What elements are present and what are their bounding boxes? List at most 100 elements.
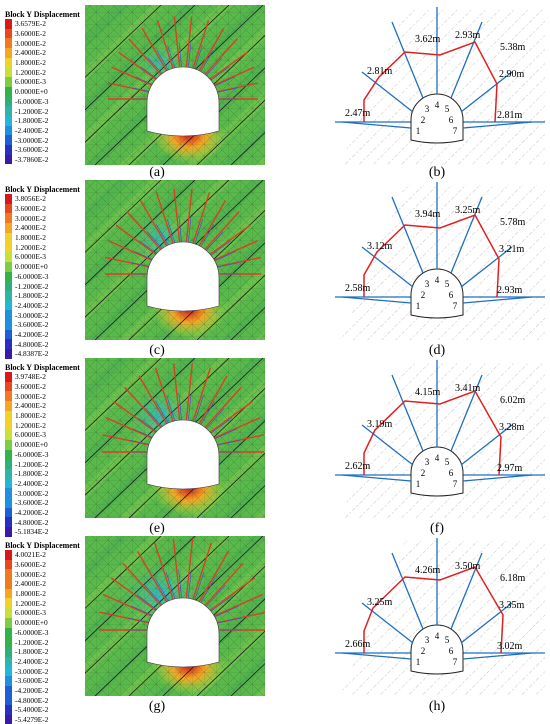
legend-value: -5.4279E-2 [15, 715, 49, 724]
legend-entry: -4.2000E-2 [5, 685, 85, 696]
block-number: 5 [445, 104, 450, 114]
legend-entry: -1.8000E-2 [5, 468, 85, 479]
legend-entry: -4.8387E-2 [5, 349, 85, 359]
legend-value: -5.1834E-2 [15, 527, 49, 537]
legend-value: -3.0000E-2 [15, 666, 49, 676]
legend-entry: -4.2000E-2 [5, 507, 85, 518]
legend-swatch [5, 203, 12, 214]
legend-entry: 3.6579E-2 [5, 19, 85, 29]
panel-caption: (e) [149, 521, 165, 536]
block-number: 6 [449, 290, 454, 300]
block-number: 5 [445, 635, 450, 645]
bolt-length-label: 2.90m [499, 69, 525, 80]
legend-value: 0.0000E+0 [15, 618, 48, 628]
legend-swatch [5, 300, 12, 311]
legend-swatch [5, 627, 12, 638]
legend-value: -1.2000E-2 [15, 106, 49, 116]
legend-swatch [5, 77, 12, 87]
legend-swatch [5, 242, 12, 253]
legend-entry: -1.8000E-2 [5, 646, 85, 657]
bolt-length-label: 2.58m [345, 283, 371, 294]
legend-entry: 1.8000E-2 [5, 57, 85, 68]
legend-value: -4.2000E-2 [15, 507, 49, 517]
legend-entry: -4.8000E-2 [5, 517, 85, 527]
color-legend: Block Y Displacement 3.9748E-2 3.6000E-2 3.… [5, 363, 85, 537]
legend-entry: -3.0000E-2 [5, 488, 85, 498]
legend-swatch [5, 213, 12, 224]
legend-entry: -6.0000E-3 [5, 271, 85, 282]
block-number: 6 [449, 115, 454, 125]
block-number: 4 [435, 631, 440, 641]
legend-swatch [5, 339, 12, 349]
legend-entry: -6.0000E-3 [5, 449, 85, 460]
legend-swatch [5, 96, 12, 107]
bolt-length-schematic: 3.62m 2.93m 5.38m 2.81m 2.90m 2.47m 2.81m 123 4 5… [335, 7, 545, 165]
block-number: 7 [453, 126, 458, 136]
legend-value: -2.4000E-2 [15, 656, 49, 666]
legend-swatch [5, 579, 12, 589]
block-number: 7 [453, 479, 458, 489]
legend-swatch [5, 666, 12, 676]
legend-title: Block Y Displacement [5, 10, 80, 19]
legend-value: 3.6000E-2 [15, 382, 46, 392]
tunnel-opening [146, 419, 220, 490]
legend-value: 1.8000E-2 [15, 589, 46, 599]
legend-swatch [5, 154, 12, 165]
legend-value: -3.0000E-2 [15, 488, 49, 498]
legend-swatch [5, 281, 12, 291]
legend-value: 2.4000E-2 [15, 48, 46, 58]
legend-entry: 0.0000E+0 [5, 86, 85, 97]
block-number: 3 [425, 104, 430, 114]
bolt-length-label: 3.94m [415, 209, 441, 220]
bolt-length-label: 2.97m [497, 463, 523, 474]
legend-value: -2.4000E-2 [15, 125, 49, 135]
loose-zone-boundary [363, 41, 498, 123]
legend-swatch [5, 705, 12, 715]
legend-value: -6.0000E-3 [15, 96, 49, 106]
legend-value: -2.4000E-2 [15, 300, 49, 310]
color-legend: Block Y Displacement 3.6579E-2 3.6000E-2 3.… [5, 10, 85, 165]
panel-caption: (f) [430, 521, 444, 536]
legend-value: -6.0000E-3 [15, 271, 49, 281]
legend-entry: -3.6000E-2 [5, 675, 85, 686]
legend-swatch [5, 391, 12, 402]
legend-entry: 2.4000E-2 [5, 579, 85, 589]
block-number: 1 [416, 301, 421, 311]
legend-value: 1.2000E-2 [15, 242, 46, 252]
legend-value: -1.8000E-2 [15, 291, 49, 301]
legend-entry: -5.1834E-2 [5, 527, 85, 537]
legend-swatch [5, 349, 12, 359]
bolt-length-label: 2.93m [497, 285, 523, 296]
block-number: 7 [453, 301, 458, 311]
legend-swatch [5, 261, 12, 272]
legend-swatch [5, 617, 12, 628]
legend-swatch [5, 372, 12, 382]
block-number: 4 [435, 453, 440, 463]
legend-entry: -2.4000E-2 [5, 300, 85, 311]
legend-title: Block Y Displacement [5, 185, 80, 194]
legend-swatch [5, 194, 12, 204]
legend-entry: -3.0000E-2 [5, 666, 85, 676]
legend-entry: -1.2000E-2 [5, 106, 85, 116]
block-number: 1 [416, 657, 421, 667]
block-number: 1 [416, 126, 421, 136]
bolt-length-label: 3.25m [455, 205, 481, 216]
legend-entry: 1.2000E-2 [5, 67, 85, 78]
legend-swatch [5, 459, 12, 469]
legend-value: 3.6000E-2 [15, 204, 46, 214]
legend-entry: 1.2000E-2 [5, 420, 85, 431]
bolt-length-schematic: 4.26m 3.50m 6.18m 3.25m 3.35m 2.66m 3.02m 123 4 5… [335, 538, 545, 696]
legend-swatch [5, 559, 12, 570]
legend-value: 1.2000E-2 [15, 67, 46, 77]
legend-entry: -3.6000E-2 [5, 497, 85, 508]
panel-caption: (h) [428, 699, 446, 714]
legend-swatch [5, 329, 12, 340]
legend-swatch [5, 115, 12, 126]
bolt-length-label: 2.62m [345, 461, 371, 472]
tunnel-opening [146, 66, 220, 137]
legend-value: -3.6000E-2 [15, 676, 49, 686]
legend-value: -1.8000E-2 [15, 469, 49, 479]
legend-entry: -1.2000E-2 [5, 281, 85, 291]
loose-zone-boundary [363, 566, 504, 654]
tunnel-outline [410, 624, 464, 675]
